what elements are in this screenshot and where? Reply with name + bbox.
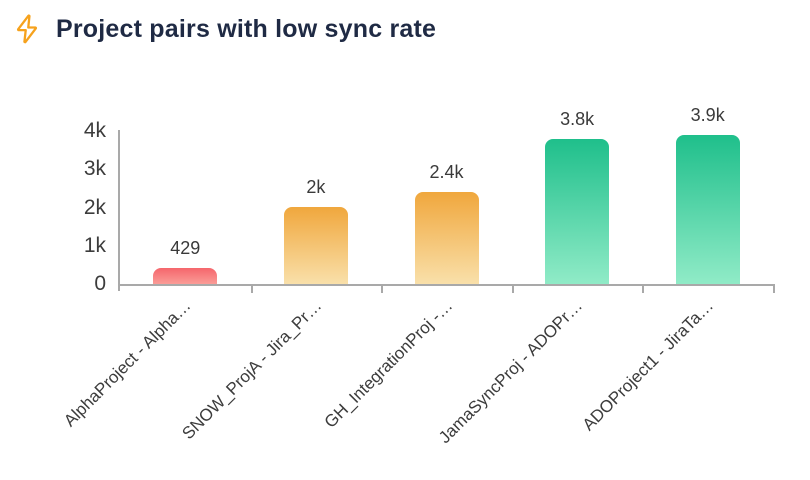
y-axis-line [118,130,120,291]
y-axis-tick-label: 0 [94,272,106,295]
chart-title: Project pairs with low sync rate [56,14,437,43]
x-axis-label: GH_IntegrationProj -… [320,296,456,432]
x-axis-label: SNOW_ProjA - Jira_Pr… [178,296,326,444]
bar[interactable] [283,207,348,284]
bar[interactable] [675,135,740,284]
y-axis-tick-label: 4k [83,119,106,142]
bar-value-label: 2k [306,177,326,197]
x-axis-tick [511,285,514,293]
x-axis-tick [250,285,253,293]
bar-value-label: 3.9k [690,105,725,125]
bar[interactable] [153,268,218,284]
y-axis-tick-label: 1k [83,233,106,257]
bar[interactable] [545,139,610,284]
bar-value-label: 2.4k [429,162,464,182]
x-axis-label: AlphaProject - Alpha… [60,296,195,431]
x-axis-tick [642,285,645,293]
x-axis-end-tick [773,285,775,293]
card-header: Project pairs with low sync rate [14,14,436,44]
x-axis-line [118,284,775,286]
bar[interactable] [414,192,479,284]
y-axis-tick-label: 2k [83,195,106,219]
x-axis-tick [381,285,384,293]
x-axis-label: ADOProject1 - JiraTa… [578,296,718,435]
bar-value-label: 3.8k [560,109,595,129]
bar-value-label: 429 [170,238,201,258]
x-axis-label: JamaSyncProj - ADOPr… [435,296,587,448]
y-axis-tick-label: 3k [83,157,106,181]
lightning-bolt-icon [16,14,38,44]
